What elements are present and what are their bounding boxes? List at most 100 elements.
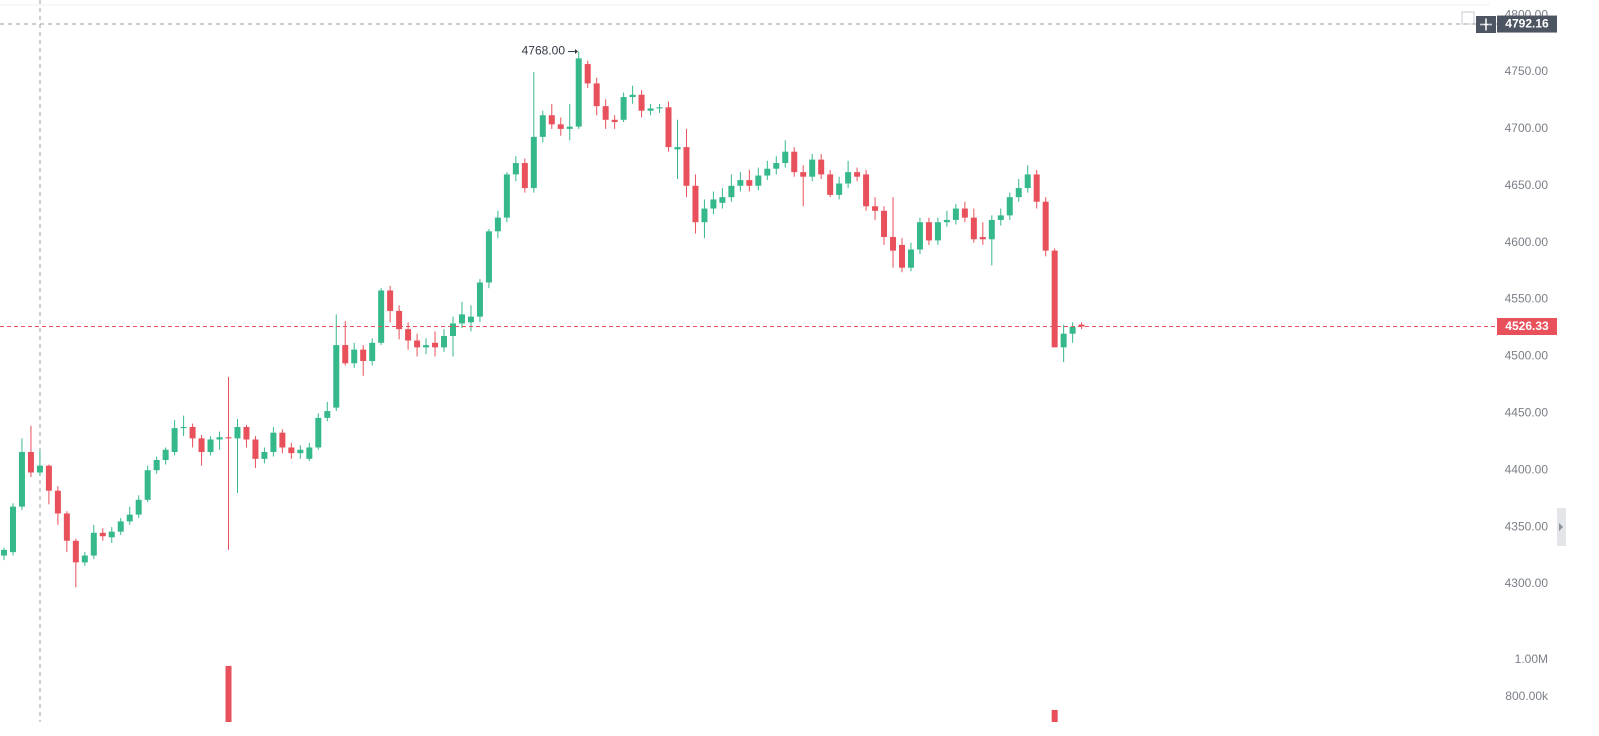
candle-body (782, 151, 789, 164)
candle-body (548, 115, 555, 125)
candle-body (881, 210, 888, 237)
candle-body (9, 506, 16, 553)
volume-tick-label: 800.00k (1505, 689, 1549, 703)
candle-body (369, 342, 376, 361)
candle-body (629, 94, 636, 98)
candle-body (432, 342, 439, 348)
candle-body (907, 249, 914, 268)
volume-bar (225, 665, 232, 722)
crosshair-price-label: 4792.16 (1505, 17, 1549, 31)
candle-body (207, 439, 214, 453)
candle-body (818, 159, 825, 175)
candle-body (243, 426, 250, 440)
last-price-label: 4526.33 (1505, 319, 1549, 333)
candle-body (1060, 333, 1067, 348)
candle-body (458, 314, 465, 324)
candle-body (315, 417, 322, 448)
candle-body (198, 438, 205, 453)
high-marker: 4768.00 (522, 44, 578, 58)
y-tick-label: 4600.00 (1505, 235, 1549, 249)
add-button[interactable] (1476, 16, 1496, 33)
candle-body (360, 349, 367, 361)
candle-body (827, 174, 834, 195)
volume-tick-label: 1.00M (1515, 652, 1548, 666)
candle-body (925, 222, 932, 241)
candle-body (423, 345, 430, 348)
candle-body (297, 449, 304, 454)
y-tick-label: 4350.00 (1505, 519, 1549, 533)
candle-body (234, 426, 241, 439)
candle-body (988, 219, 995, 240)
candle-body (764, 168, 771, 176)
candle-body (620, 97, 627, 120)
candle-body (611, 119, 618, 123)
y-tick-label: 4750.00 (1505, 64, 1549, 78)
candle-body (943, 219, 950, 223)
candle-body (503, 174, 510, 218)
candle-body (396, 310, 403, 330)
candle-body (647, 108, 654, 111)
y-tick-label: 4500.00 (1505, 349, 1549, 363)
candle-body (701, 208, 708, 223)
candle-body (405, 329, 412, 341)
candle-body (144, 470, 151, 500)
candle-body (1069, 326, 1076, 334)
candle-body (225, 437, 232, 439)
candle-body (539, 115, 546, 137)
candle-body (692, 185, 699, 223)
candle-body (800, 172, 807, 177)
candle-body (916, 222, 923, 250)
candle-body (485, 231, 492, 283)
candle-body (90, 532, 97, 556)
candle-body (593, 83, 600, 107)
candle-body (961, 208, 968, 218)
scroll-handle-arrow (1559, 523, 1563, 531)
candle-body (45, 465, 52, 491)
candle-body (279, 432, 286, 448)
candle-body (683, 147, 690, 186)
candle-body (557, 124, 564, 129)
candle-body (153, 459, 160, 471)
candle-body (1078, 324, 1085, 327)
candle-body (54, 490, 61, 514)
candle-body (809, 159, 816, 177)
y-tick-label: 4650.00 (1505, 178, 1549, 192)
last-price-tag (1497, 317, 1557, 335)
crosshair-price-tag (1497, 15, 1557, 33)
candle-body (333, 345, 340, 408)
candle-body (773, 163, 780, 169)
candle-body (387, 290, 394, 311)
candle-body (36, 465, 43, 473)
candle-body (755, 175, 762, 186)
candle-body (494, 217, 501, 232)
candle-body (1024, 174, 1031, 189)
candle-body (934, 222, 941, 241)
scroll-handle[interactable] (1557, 508, 1566, 546)
candle-body (27, 452, 34, 473)
candle-body (836, 183, 843, 195)
candle-body (18, 452, 25, 507)
candle-body (997, 215, 1004, 220)
candle-body (863, 174, 870, 207)
candle-body (1015, 188, 1022, 198)
candle-body (979, 236, 986, 240)
candle-body (135, 499, 142, 515)
candle-body (351, 349, 358, 364)
candle-body (1, 549, 7, 556)
candle-body (872, 206, 879, 211)
candle-body (854, 172, 861, 177)
candle-body (521, 163, 528, 189)
candle-body (189, 426, 196, 439)
candle-body (261, 452, 268, 459)
candle-body (99, 532, 106, 537)
candle-body (566, 126, 573, 129)
candle-body (63, 513, 70, 541)
candle-body (108, 531, 115, 538)
candle-body (575, 58, 582, 127)
candle-body (1033, 174, 1040, 202)
candle-body (665, 107, 672, 148)
candle-body (1006, 197, 1013, 216)
y-tick-label: 4700.00 (1505, 121, 1549, 135)
